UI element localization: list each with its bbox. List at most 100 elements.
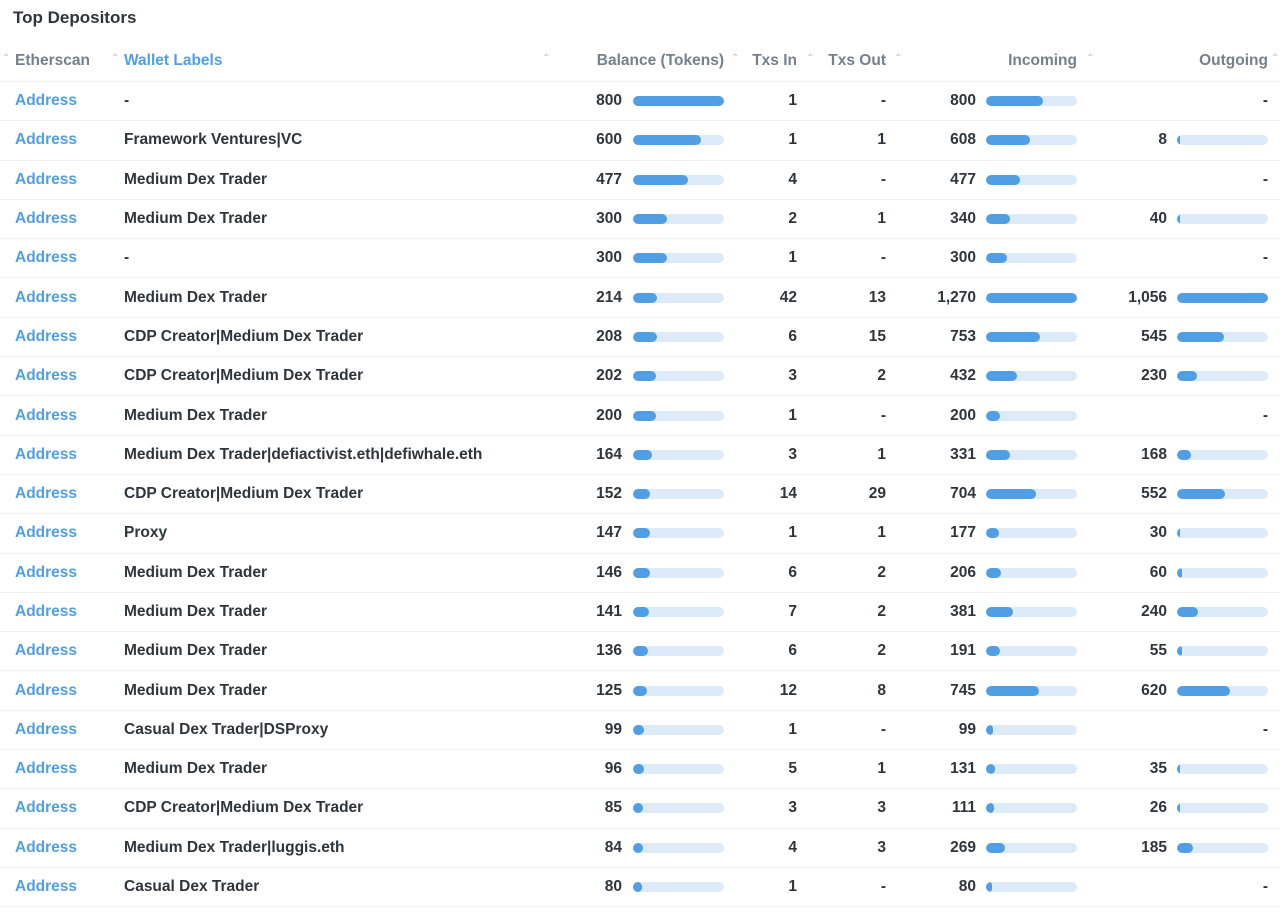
- address-link[interactable]: Address: [15, 720, 78, 738]
- address-link[interactable]: Address: [15, 406, 78, 424]
- address-link[interactable]: Address: [15, 878, 78, 896]
- txs-in-value: 7: [788, 603, 797, 620]
- wallet-label: -: [124, 249, 130, 267]
- balance-value: 202: [596, 367, 622, 385]
- table-row: Address Medium Dex Trader 477 4 - 477 -: [0, 161, 1280, 200]
- address-link[interactable]: Address: [15, 445, 78, 463]
- incoming-bar-fill: [986, 842, 1005, 853]
- balance-value: 214: [596, 288, 622, 306]
- caret-up-icon[interactable]: ⌃: [1086, 53, 1095, 64]
- incoming-bar-fill: [986, 371, 1017, 382]
- outgoing-bar-fill: [1177, 214, 1180, 225]
- balance-bar: [633, 514, 724, 552]
- wallet-label: Framework Ventures|VC: [124, 131, 303, 149]
- balance-bar-track: [633, 331, 724, 342]
- column-header-etherscan[interactable]: Etherscan: [15, 51, 90, 69]
- table-row: Address Medium Dex Trader 300 2 1 340 40: [0, 200, 1280, 240]
- outgoing-bar-fill: [1177, 331, 1224, 342]
- address-link[interactable]: Address: [15, 92, 78, 110]
- address-link[interactable]: Address: [15, 681, 78, 699]
- address-link[interactable]: Address: [15, 603, 78, 620]
- outgoing-bar-fill: [1177, 567, 1182, 578]
- address-link[interactable]: Address: [15, 210, 78, 228]
- txs-out-value: 3: [877, 799, 886, 817]
- address-link[interactable]: Address: [15, 838, 78, 856]
- outgoing-value: -: [1262, 249, 1268, 267]
- address-link[interactable]: Address: [15, 249, 78, 267]
- wallet-label: Medium Dex Trader|luggis.eth: [124, 838, 345, 856]
- txs-in-value: 6: [788, 642, 797, 660]
- caret-up-icon[interactable]: ⌃: [2, 53, 11, 64]
- txs-in-value: 12: [779, 681, 797, 699]
- address-link[interactable]: Address: [15, 524, 78, 542]
- balance-bar-track: [633, 253, 724, 264]
- address-link[interactable]: Address: [15, 131, 78, 149]
- txs-out-value: 2: [877, 367, 886, 385]
- column-header-txs-in[interactable]: Txs In: [752, 51, 797, 69]
- address-link[interactable]: Address: [15, 563, 78, 581]
- balance-bar: [633, 829, 724, 867]
- address-link[interactable]: Address: [15, 288, 78, 306]
- caret-up-icon[interactable]: ⌃: [731, 53, 740, 64]
- balance-value: 84: [604, 838, 622, 856]
- outgoing-value: 8: [1158, 131, 1167, 149]
- incoming-bar-fill: [986, 685, 1039, 696]
- balance-bar: [633, 632, 724, 670]
- wallet-label: Medium Dex Trader|defiactivist.eth|defiw…: [124, 445, 483, 463]
- incoming-bar-track: [986, 174, 1077, 185]
- outgoing-bar-fill: [1177, 371, 1197, 382]
- txs-out-value: -: [880, 406, 886, 424]
- address-link[interactable]: Address: [15, 799, 78, 817]
- balance-value: 147: [596, 524, 622, 542]
- balance-bar: [633, 357, 724, 395]
- wallet-label: Medium Dex Trader: [124, 681, 267, 699]
- incoming-value: 800: [950, 92, 976, 110]
- outgoing-value: 1,056: [1128, 288, 1167, 306]
- incoming-bar-track: [986, 253, 1077, 264]
- address-link[interactable]: Address: [15, 327, 78, 345]
- caret-up-icon[interactable]: ⌃: [111, 53, 120, 64]
- caret-up-icon[interactable]: ⌃: [542, 53, 551, 64]
- incoming-bar: [986, 396, 1077, 434]
- balance-bar-fill: [633, 764, 644, 775]
- column-header-txs-out[interactable]: Txs Out: [828, 51, 886, 69]
- column-header-outgoing[interactable]: Outgoing: [1199, 51, 1268, 69]
- incoming-bar-track: [986, 528, 1077, 539]
- outgoing-bar-fill: [1177, 528, 1180, 539]
- incoming-bar-fill: [986, 96, 1043, 107]
- table-row: Address Framework Ventures|VC 600 1 1 608 8: [0, 121, 1280, 161]
- address-link[interactable]: Address: [15, 642, 78, 660]
- wallet-label: CDP Creator|Medium Dex Trader: [124, 799, 364, 817]
- balance-bar-track: [633, 96, 724, 107]
- incoming-value: 331: [950, 445, 976, 463]
- outgoing-bar-fill: [1177, 803, 1180, 814]
- address-link[interactable]: Address: [15, 170, 78, 188]
- txs-out-value: 1: [877, 524, 886, 542]
- balance-bar-fill: [633, 410, 656, 421]
- balance-bar-fill: [633, 607, 649, 617]
- wallet-label: CDP Creator|Medium Dex Trader: [124, 485, 364, 503]
- outgoing-bar-fill: [1177, 764, 1180, 775]
- outgoing-value: -: [1262, 170, 1268, 188]
- address-link[interactable]: Address: [15, 760, 78, 778]
- outgoing-bar-fill: [1177, 292, 1268, 303]
- address-link[interactable]: Address: [15, 485, 78, 503]
- table-row: Address Medium Dex Trader 125 12 8 745 620: [0, 671, 1280, 711]
- column-header-incoming[interactable]: Incoming: [1008, 51, 1077, 69]
- table-row: Address Medium Dex Trader 141 7 2 381 240: [0, 593, 1280, 633]
- incoming-bar: [986, 121, 1077, 159]
- column-header-balance[interactable]: Balance (Tokens): [596, 51, 724, 69]
- caret-up-icon[interactable]: ⌃: [806, 53, 815, 64]
- balance-bar-track: [633, 371, 724, 382]
- wallet-label: Casual Dex Trader|DSProxy: [124, 720, 329, 738]
- column-header-wallet-labels[interactable]: Wallet Labels: [124, 51, 223, 69]
- txs-in-value: 5: [788, 760, 797, 778]
- balance-bar: [633, 750, 724, 788]
- balance-bar-track: [633, 842, 724, 853]
- incoming-value: 200: [950, 406, 976, 424]
- address-link[interactable]: Address: [15, 367, 78, 385]
- caret-up-icon[interactable]: ⌃: [1271, 53, 1280, 64]
- wallet-label: Casual Dex Trader: [124, 878, 260, 896]
- outgoing-bar: [1177, 200, 1268, 238]
- caret-up-icon[interactable]: ⌃: [894, 53, 903, 64]
